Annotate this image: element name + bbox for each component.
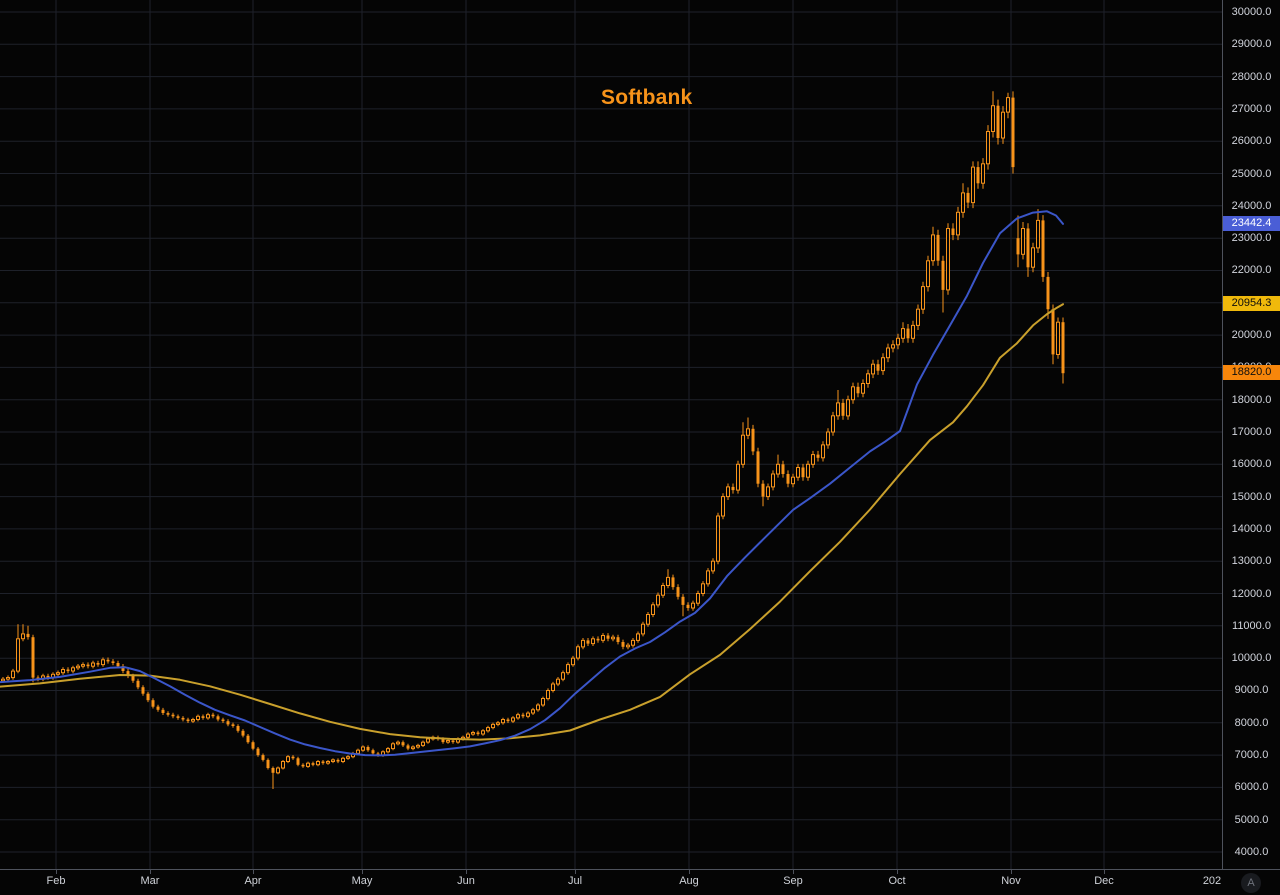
time-axis-tick bbox=[362, 870, 363, 874]
price-badge: 18820.0 bbox=[1223, 365, 1280, 381]
price-axis-label: 10000.0 bbox=[1231, 652, 1272, 665]
price-axis-label: 18000.0 bbox=[1231, 393, 1272, 406]
time-axis-tick bbox=[1104, 870, 1105, 874]
price-axis-label: 30000.0 bbox=[1231, 6, 1272, 18]
price-axis-label: 27000.0 bbox=[1231, 102, 1272, 115]
time-axis-tick bbox=[466, 870, 467, 874]
time-axis-label: May bbox=[351, 875, 373, 887]
time-axis-label: Oct bbox=[888, 875, 906, 887]
time-axis-label: 202 bbox=[1202, 875, 1222, 887]
price-axis-label: 7000.0 bbox=[1234, 749, 1269, 762]
price-axis-label: 11000.0 bbox=[1232, 619, 1271, 632]
price-axis-label: 5000.0 bbox=[1234, 813, 1269, 826]
price-axis-label: 26000.0 bbox=[1231, 135, 1272, 148]
price-axis-label: 4000.0 bbox=[1234, 846, 1269, 858]
price-axis[interactable]: 4000.0 5000.0 6000.0 7000.0 8000.0 9000.0 1000… bbox=[1222, 0, 1280, 869]
time-axis-label: Nov bbox=[1001, 875, 1021, 887]
price-axis-label: 9000.0 bbox=[1234, 684, 1269, 697]
price-axis-label: 23000.0 bbox=[1231, 232, 1272, 245]
price-axis-label: 8000.0 bbox=[1234, 716, 1269, 729]
price-axis-label: 22000.0 bbox=[1231, 264, 1272, 277]
price-axis-label: 25000.0 bbox=[1231, 167, 1272, 180]
price-axis-label: 6000.0 bbox=[1234, 781, 1269, 794]
time-axis-label: Apr bbox=[244, 875, 262, 887]
price-axis-label: 15000.0 bbox=[1231, 490, 1272, 503]
time-axis-tick bbox=[793, 870, 794, 874]
time-axis-tick bbox=[689, 870, 690, 874]
time-axis-label: Mar bbox=[140, 875, 160, 887]
time-axis-tick bbox=[897, 870, 898, 874]
price-axis-label: 24000.0 bbox=[1231, 199, 1272, 212]
time-axis-label: Sep bbox=[783, 875, 803, 887]
time-axis-label: Dec bbox=[1094, 875, 1114, 887]
price-axis-label: 12000.0 bbox=[1231, 587, 1272, 600]
price-axis-label: 14000.0 bbox=[1231, 522, 1272, 535]
time-axis-tick bbox=[1011, 870, 1012, 874]
price-axis-label: 16000.0 bbox=[1231, 458, 1272, 471]
time-axis-tick bbox=[253, 870, 254, 874]
time-axis-tick bbox=[575, 870, 576, 874]
time-axis-label: Jul bbox=[567, 875, 583, 887]
price-axis-label: 17000.0 bbox=[1231, 426, 1272, 438]
price-chart-svg bbox=[0, 0, 1222, 869]
time-axis[interactable]: A Feb Mar Apr May Jun Jul Aug Sep Oct Nov Dec 202 bbox=[0, 869, 1280, 895]
time-axis-label: Feb bbox=[46, 875, 66, 887]
time-axis-label: Aug bbox=[679, 875, 699, 887]
price-axis-label: 20000.0 bbox=[1231, 329, 1272, 342]
price-badge: 23442.4 bbox=[1223, 215, 1280, 231]
price-badge: 20954.3 bbox=[1223, 296, 1280, 312]
time-axis-label: Jun bbox=[457, 875, 475, 887]
chart-plot-area[interactable] bbox=[0, 0, 1222, 869]
price-axis-label: 13000.0 bbox=[1231, 555, 1272, 568]
time-axis-tick bbox=[56, 870, 57, 874]
price-axis-label: 28000.0 bbox=[1231, 70, 1272, 83]
price-axis-label: 29000.0 bbox=[1231, 38, 1272, 51]
time-axis-tick bbox=[150, 870, 151, 874]
auto-scale-button[interactable]: A bbox=[1241, 873, 1261, 893]
symbol-title: Softbank bbox=[601, 86, 693, 109]
